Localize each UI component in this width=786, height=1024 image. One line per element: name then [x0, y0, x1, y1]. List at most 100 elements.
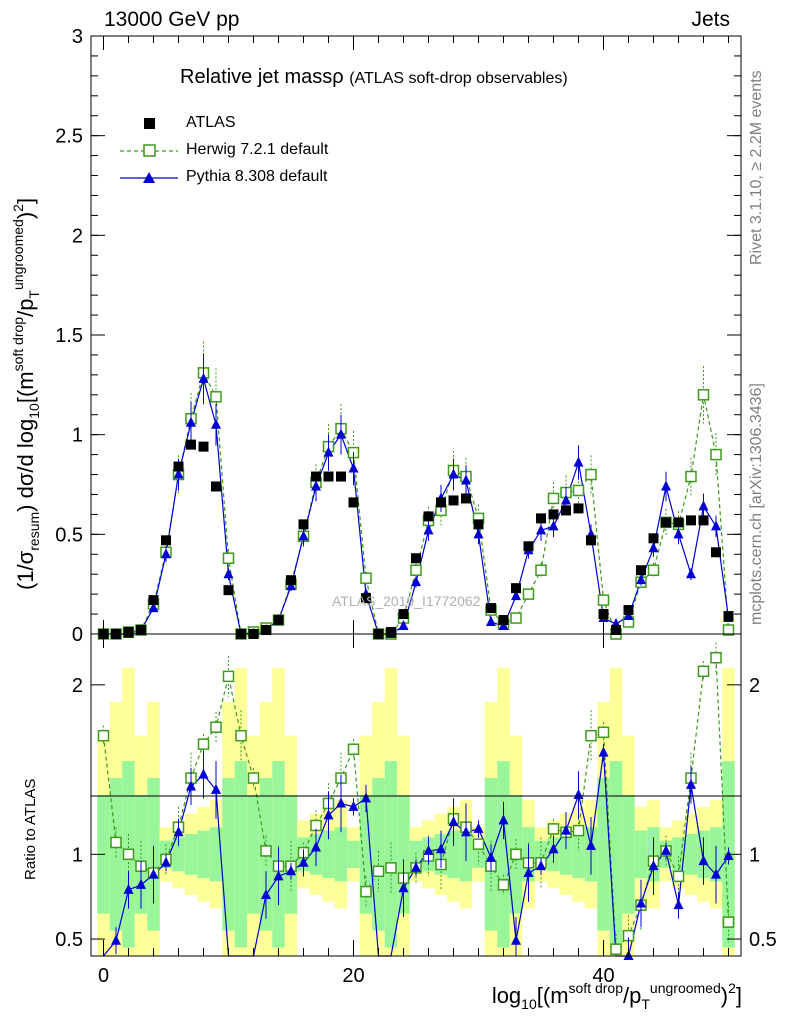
band-green-1 [109, 778, 123, 931]
herwig-ratio-point-33 [510, 848, 522, 861]
pythia-point-46 [673, 528, 684, 539]
herwig-ratio-point-0 [97, 729, 110, 742]
atlas-point-33 [511, 583, 521, 594]
herwig-point-34 [522, 588, 535, 600]
main-ytick-label-5: 2.5 [55, 126, 83, 148]
band-green-28 [447, 830, 460, 879]
atlas-point-15 [286, 575, 296, 586]
pythia-ratio-point-50 [723, 850, 734, 861]
herwig-ratio-point-48 [697, 665, 710, 678]
pythia-ratio-point-6 [173, 826, 184, 837]
pythia-point-17 [311, 480, 321, 491]
rivet-version-label: Rivet 3.1.10, ≥ 2.2M events [748, 70, 765, 265]
band-green-43 [634, 830, 648, 879]
herwig-point-50 [722, 624, 735, 636]
pythia-point-8 [198, 372, 209, 383]
pythia-point-36 [548, 520, 559, 531]
atlas-point-18 [323, 471, 334, 482]
pythia-ratio-point-37 [561, 824, 571, 835]
xtick-label-0: 0 [98, 965, 109, 987]
header-process: 13000 GeV pp [104, 8, 240, 31]
herwig-point-47 [685, 470, 697, 483]
x-axis-ticks: 0 20 40 [98, 36, 729, 987]
legend-herwig: Herwig 7.2.1 default [186, 141, 329, 158]
band-green-10 [222, 778, 235, 931]
herwig-ratio-point-8 [197, 738, 210, 750]
atlas-point-4 [148, 595, 159, 606]
herwig-ratio-point-12 [247, 772, 260, 784]
herwig-point-21 [360, 572, 372, 584]
atlas-point-41 [611, 625, 621, 636]
pythia-ratio-point-18 [323, 809, 334, 820]
main-ytick-label-1: 0.5 [55, 524, 83, 546]
ratio-panel-series [97, 642, 735, 960]
legend-atlas-marker [144, 118, 155, 129]
atlas-point-25 [411, 553, 421, 564]
herwig-point-48 [697, 389, 710, 401]
band-green-37 [559, 833, 573, 875]
ratio-ytick-label-left-1: 1 [72, 844, 83, 866]
pythia-ratio-point-7 [186, 780, 196, 791]
x-axis-label: log10[(msoft drop/pTungroomed)2] [491, 980, 742, 1012]
pythia-ratio-point-33 [511, 934, 521, 945]
atlas-point-32 [498, 615, 509, 626]
pythia-point-19 [336, 428, 346, 439]
header-category: Jets [691, 8, 730, 31]
atlas-point-30 [473, 519, 484, 530]
y-axis-label-ratio: Ratio to ATLAS [22, 778, 39, 880]
pythia-ratio-point-34 [523, 866, 534, 877]
herwig-ratio-point-49 [710, 651, 722, 664]
pythia-ratio-point-46 [673, 899, 684, 910]
pythia-point-43 [636, 574, 646, 585]
pythia-ratio-point-38 [573, 789, 584, 799]
pythia-point-44 [648, 542, 659, 553]
herwig-ratio-point-36 [547, 823, 560, 835]
atlas-point-49 [711, 547, 721, 558]
pythia-ratio-point-24 [398, 882, 409, 893]
herwig-ratio-point-21 [360, 885, 372, 898]
main-axis-ticks: 0 0.5 1 1.5 2 2.5 3 [55, 26, 741, 646]
legend-pythia: Pythia 8.308 default [186, 168, 328, 185]
legend-atlas: ATLAS [186, 114, 236, 131]
y-axis-label-main: (1/σresum) dσ/d log10[(msoft drop/pTungr… [10, 197, 42, 590]
herwig-ratio-point-2 [122, 848, 135, 861]
atlas-point-27 [436, 497, 446, 508]
herwig-point-49 [710, 448, 722, 461]
pythia-point-4 [148, 602, 159, 613]
pythia-point-24 [398, 620, 409, 631]
pythia-ratio-point-45 [661, 844, 671, 855]
atlas-point-48 [698, 515, 709, 526]
pythia-point-47 [686, 568, 696, 579]
pythia-point-45 [661, 480, 671, 491]
pythia-ratio-point-20 [348, 800, 359, 811]
atlas-point-29 [461, 493, 471, 504]
atlas-point-28 [448, 495, 459, 506]
pythia-ratio-point-30 [473, 822, 484, 833]
herwig-ratio-point-46 [672, 870, 685, 883]
main-ytick-label-0: 0 [72, 624, 83, 646]
ratio-ytick-label-right-2: 2 [749, 675, 760, 697]
herwig-ratio-point-50 [722, 916, 735, 928]
legend-herwig-marker [143, 144, 156, 157]
atlas-point-31 [486, 603, 496, 614]
pythia-point-5 [161, 548, 171, 559]
atlas-point-42 [623, 605, 634, 616]
herwig-point-25 [410, 564, 422, 576]
herwig-ratio-point-10 [222, 670, 235, 683]
pythia-ratio-point-44 [648, 860, 659, 871]
herwig-point-39 [585, 468, 597, 481]
pythia-point-9 [211, 418, 221, 429]
atlas-point-21 [361, 593, 371, 604]
atlas-point-47 [686, 515, 696, 526]
band-green-23 [384, 761, 398, 948]
legend-pythia-marker [143, 172, 155, 183]
pythia-point-10 [223, 568, 234, 579]
pythia-ratio-point-40 [598, 746, 609, 757]
band-green-42 [622, 795, 635, 914]
ratio-panel-frame [90, 633, 742, 957]
pythia-ratio-point-39 [586, 839, 596, 850]
pythia-ratio-point-43 [636, 897, 646, 908]
herwig-ratio-point-32 [497, 879, 510, 891]
pythia-ratio-point-21 [361, 792, 371, 803]
herwig-ratio-point-39 [585, 729, 597, 742]
